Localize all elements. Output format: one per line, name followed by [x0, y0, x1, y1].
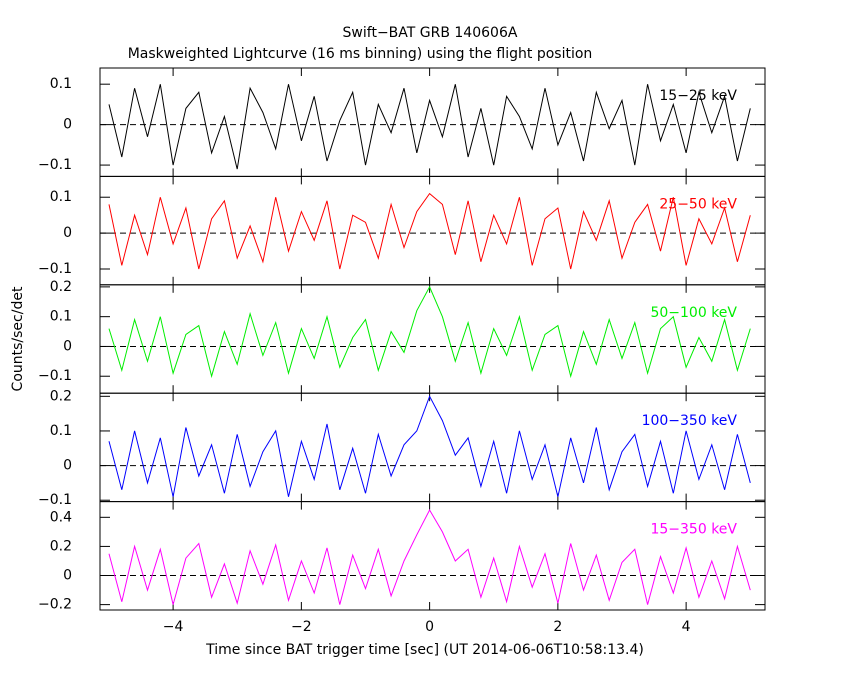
y-tick-label: 0.1 — [50, 309, 72, 325]
panel-frame — [99, 67, 766, 177]
y-tick-label: 0 — [63, 117, 72, 133]
band-label: 15−25 keV — [659, 88, 737, 104]
x-tick-label: −4 — [163, 619, 184, 635]
y-tick-label: 0.1 — [50, 189, 72, 205]
panel-frame — [99, 392, 766, 503]
y-tick-label: 0.2 — [50, 538, 72, 554]
y-tick-label: 0 — [63, 458, 72, 474]
y-tick-label: 0 — [63, 225, 72, 241]
y-tick-label: −0.1 — [38, 492, 72, 508]
panel-frame — [99, 501, 766, 611]
band-label: 25−50 keV — [659, 196, 737, 212]
band-label: 50−100 keV — [650, 305, 737, 321]
x-tick-label: 0 — [425, 619, 434, 635]
y-axis-label: Counts/sec/det — [10, 286, 26, 391]
y-tick-label: 0 — [63, 568, 72, 584]
band-label: 15−350 keV — [650, 522, 737, 538]
y-tick-label: 0.4 — [50, 509, 72, 525]
y-tick-label: 0.1 — [50, 76, 72, 92]
y-tick-label: 0.1 — [50, 423, 72, 439]
panel-frame — [99, 284, 766, 394]
x-tick-label: 2 — [553, 619, 562, 635]
y-tick-label: 0.2 — [50, 279, 72, 295]
band-label: 100−350 keV — [642, 413, 738, 429]
y-tick-label: −0.1 — [38, 157, 72, 173]
x-tick-label: 4 — [682, 619, 691, 635]
y-tick-label: 0 — [63, 338, 72, 354]
chart-subtitle: Maskweighted Lightcurve (16 ms binning) … — [128, 46, 593, 62]
x-tick-label: −2 — [291, 619, 312, 635]
x-axis-label: Time since BAT trigger time [sec] (UT 20… — [205, 642, 644, 658]
light-curve — [108, 192, 751, 270]
light-curve — [108, 84, 751, 170]
y-tick-label: 0.2 — [50, 388, 72, 404]
y-tick-label: −0.1 — [38, 368, 72, 384]
light-curve — [108, 508, 751, 606]
chart-title: Swift−BAT GRB 140606A — [343, 25, 518, 41]
light-curve — [108, 395, 751, 497]
y-tick-label: −0.2 — [38, 597, 72, 613]
light-curve — [108, 285, 751, 379]
y-tick-label: −0.1 — [38, 261, 72, 277]
